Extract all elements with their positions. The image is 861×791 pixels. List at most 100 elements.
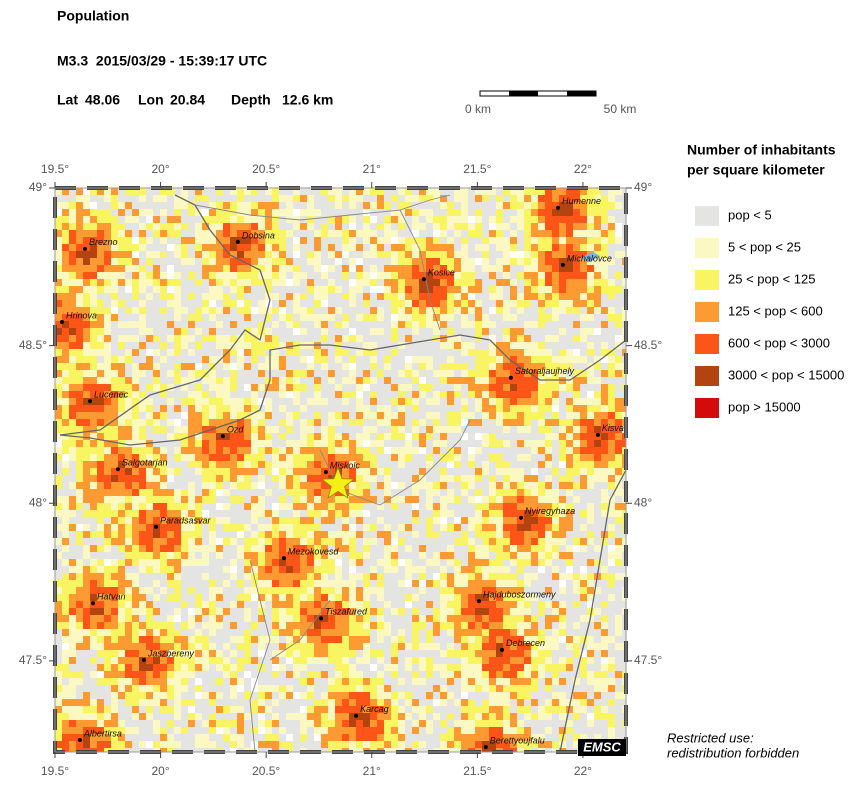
population-cell — [188, 587, 195, 594]
population-cell — [265, 349, 272, 356]
population-cell — [258, 741, 265, 748]
population-cell — [286, 636, 293, 643]
population-cell — [97, 244, 104, 251]
population-cell — [321, 552, 328, 559]
population-cell — [328, 496, 335, 503]
population-cell — [125, 447, 132, 454]
population-cell — [55, 447, 62, 454]
population-cell — [104, 510, 111, 517]
population-cell — [258, 293, 265, 300]
population-cell — [90, 713, 97, 720]
population-cell — [412, 356, 419, 363]
population-cell — [426, 461, 433, 468]
population-cell — [328, 314, 335, 321]
population-cell — [468, 314, 475, 321]
population-cell — [391, 489, 398, 496]
population-cell — [265, 671, 272, 678]
population-cell — [356, 272, 363, 279]
population-cell — [55, 517, 62, 524]
population-cell — [146, 293, 153, 300]
population-cell — [419, 538, 426, 545]
population-cell — [426, 545, 433, 552]
population-cell — [83, 594, 90, 601]
population-cell — [97, 300, 104, 307]
population-cell — [377, 699, 384, 706]
population-cell — [356, 594, 363, 601]
population-cell — [489, 720, 496, 727]
population-cell — [111, 433, 118, 440]
population-cell — [174, 699, 181, 706]
population-cell — [307, 237, 314, 244]
population-cell — [69, 251, 76, 258]
population-cell — [363, 545, 370, 552]
population-cell — [202, 447, 209, 454]
population-cell — [146, 377, 153, 384]
population-cell — [181, 468, 188, 475]
population-cell — [482, 622, 489, 629]
population-cell — [132, 608, 139, 615]
population-cell — [237, 335, 244, 342]
population-cell — [370, 601, 377, 608]
population-cell — [433, 293, 440, 300]
population-cell — [258, 545, 265, 552]
population-cell — [83, 692, 90, 699]
population-cell — [244, 573, 251, 580]
population-cell — [62, 706, 69, 713]
population-cell — [223, 237, 230, 244]
population-cell — [90, 272, 97, 279]
population-cell — [377, 342, 384, 349]
population-cell — [377, 734, 384, 741]
population-cell — [174, 545, 181, 552]
population-cell — [160, 293, 167, 300]
population-cell — [237, 517, 244, 524]
population-cell — [419, 328, 426, 335]
population-cell — [405, 566, 412, 573]
population-cell — [181, 230, 188, 237]
population-cell — [363, 699, 370, 706]
population-cell — [216, 692, 223, 699]
population-cell — [125, 342, 132, 349]
population-cell — [384, 384, 391, 391]
population-cell — [265, 237, 272, 244]
population-cell — [300, 349, 307, 356]
population-cell — [153, 419, 160, 426]
population-cell — [356, 524, 363, 531]
population-cell — [125, 496, 132, 503]
population-cell — [447, 370, 454, 377]
population-cell — [489, 405, 496, 412]
population-cell — [349, 293, 356, 300]
population-cell — [118, 657, 125, 664]
population-cell — [195, 482, 202, 489]
population-cell — [209, 342, 216, 349]
population-cell — [286, 629, 293, 636]
population-cell — [167, 412, 174, 419]
population-cell — [244, 265, 251, 272]
population-cell — [181, 258, 188, 265]
population-cell — [293, 307, 300, 314]
population-cell — [230, 552, 237, 559]
population-cell — [482, 503, 489, 510]
population-cell — [426, 321, 433, 328]
population-cell — [181, 475, 188, 482]
population-cell — [279, 237, 286, 244]
population-cell — [181, 692, 188, 699]
population-cell — [139, 573, 146, 580]
population-cell — [398, 699, 405, 706]
population-cell — [342, 692, 349, 699]
population-cell — [342, 216, 349, 223]
population-cell — [370, 328, 377, 335]
population-cell — [468, 503, 475, 510]
population-cell — [69, 370, 76, 377]
population-cell — [391, 671, 398, 678]
population-cell — [76, 636, 83, 643]
population-cell — [223, 552, 230, 559]
population-cell — [482, 650, 489, 657]
population-cell — [461, 517, 468, 524]
population-cell — [356, 489, 363, 496]
population-cell — [104, 293, 111, 300]
population-cell — [90, 237, 97, 244]
population-cell — [286, 265, 293, 272]
population-cell — [216, 664, 223, 671]
population-cell — [83, 356, 90, 363]
population-cell — [188, 363, 195, 370]
